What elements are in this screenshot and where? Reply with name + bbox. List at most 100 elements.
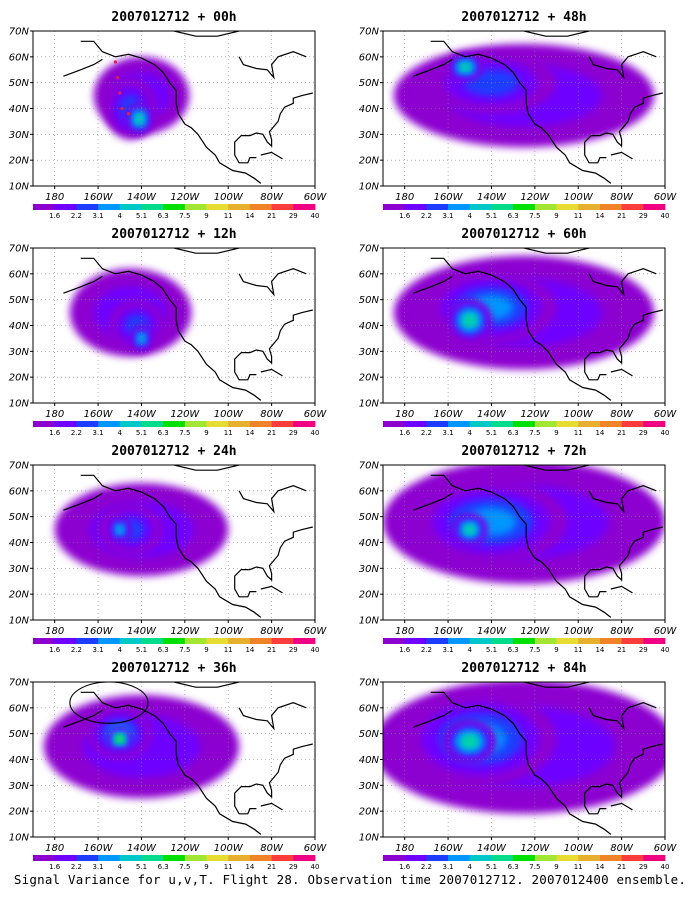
colorbar-swatch — [404, 855, 427, 861]
flight-track-point — [116, 75, 120, 80]
colorbar-swatch — [249, 421, 273, 427]
colorbar-label: 9 — [554, 646, 558, 654]
colorbar-label: 5.1 — [136, 646, 147, 654]
coastlines — [63, 248, 313, 401]
colorbar-swatch — [621, 638, 644, 644]
colorbar-swatch — [491, 421, 514, 427]
y-tick-label: 20N — [359, 590, 380, 601]
colorbar-label: 40 — [661, 863, 670, 871]
colorbar-swatch — [98, 638, 121, 644]
coastlines — [63, 465, 313, 618]
x-tick-label: 160W — [84, 843, 114, 854]
colorbar-swatch — [469, 421, 492, 427]
colorbar-label: 7.5 — [179, 429, 190, 437]
colorbar-label: 11 — [574, 429, 583, 437]
colorbar-swatch — [578, 855, 601, 861]
colorbar-label: 40 — [661, 646, 670, 654]
y-tick-label: 30N — [359, 564, 380, 575]
coastline — [523, 31, 590, 37]
colorbar-label: 1.6 — [399, 429, 411, 437]
y-tick-label: 10N — [359, 399, 380, 410]
coastlines — [63, 682, 313, 835]
colorbar-swatch — [556, 421, 579, 427]
coastline — [260, 368, 283, 377]
colorbar-label: 4 — [468, 429, 473, 437]
y-tick-label: 20N — [359, 373, 380, 384]
coastline — [588, 702, 657, 731]
x-tick-label: 140W — [127, 192, 157, 203]
panel-12h: 2007012712 + 12h 10N 20N 30N 40N 50N 60N 70N 180… — [0, 217, 345, 437]
colorbar-label: 3.1 — [443, 429, 454, 437]
y-tick-label: 70N — [359, 461, 380, 472]
colorbar-swatch — [556, 638, 579, 644]
chart-svg: 2007012712 + 12h 10N 20N 30N 40N 50N 60N 70N 180… — [9, 227, 328, 437]
coastline — [80, 474, 262, 618]
coastlines — [413, 682, 663, 835]
flight-track-point — [113, 60, 118, 64]
panel-48h: 2007012712 + 48h 10N 20N 30N 40N 50N 60N 70N 180… — [350, 0, 695, 220]
colorbar-label: 7.5 — [179, 863, 190, 871]
coastlines — [413, 248, 663, 401]
coastlines — [63, 31, 313, 184]
x-tick-label: 80W — [260, 626, 284, 637]
colorbar-swatch — [163, 204, 186, 210]
x-tick-label: 140W — [127, 626, 157, 637]
x-tick-label: 60W — [304, 843, 328, 854]
colorbar-label: 40 — [311, 212, 320, 220]
colorbar-swatch — [556, 204, 579, 210]
y-tick-label: 30N — [359, 781, 380, 792]
chart-svg: 2007012712 + 48h 10N 20N 30N 40N 50N 60N 70N 180… — [359, 10, 678, 220]
colorbar-label: 2.2 — [71, 429, 82, 437]
colorbar-label: 4 — [118, 646, 123, 654]
colorbar-label: 5.1 — [136, 863, 147, 871]
x-tick-label: 180 — [395, 626, 414, 637]
x-tick-label: 80W — [610, 843, 634, 854]
colorbar-label: 4 — [118, 212, 123, 220]
colorbar-label: 3.1 — [443, 863, 454, 871]
colorbar-label: 9 — [554, 863, 558, 871]
x-tick-label: 100W — [564, 409, 594, 420]
colorbar-swatch — [141, 421, 164, 427]
x-tick-label: 120W — [170, 843, 200, 854]
coastline — [610, 802, 633, 811]
coastlines — [413, 465, 663, 618]
colorbar-swatch — [228, 204, 251, 210]
colorbar-label: 6.3 — [158, 429, 169, 437]
colorbar-swatch — [271, 855, 294, 861]
colorbar-swatch — [206, 204, 229, 210]
colorbar-label: 3.1 — [443, 212, 454, 220]
coastline — [610, 585, 633, 594]
x-tick-label: 80W — [260, 409, 284, 420]
coastline — [80, 691, 262, 835]
colorbar-swatch — [228, 855, 251, 861]
x-tick-label: 60W — [654, 626, 678, 637]
flight-track-point — [118, 91, 122, 95]
colorbar-swatch — [578, 204, 601, 210]
x-tick-label: 120W — [170, 192, 200, 203]
chart-title: 2007012712 + 84h — [461, 661, 586, 676]
chart-title: 2007012712 + 24h — [111, 444, 236, 459]
chart-title: 2007012712 + 72h — [461, 444, 586, 459]
colorbar-label: 2.2 — [421, 646, 432, 654]
y-tick-label: 70N — [359, 678, 380, 689]
coastline — [588, 51, 657, 80]
coastline — [588, 268, 657, 297]
colorbar-label: 7.5 — [529, 863, 540, 871]
colorbar-label: 21 — [617, 646, 626, 654]
colorbar-swatch — [643, 855, 666, 861]
y-tick-label: 60N — [9, 486, 30, 497]
colorbar-swatch — [271, 421, 294, 427]
colorbar-swatch — [426, 421, 449, 427]
colorbar-swatch — [98, 421, 121, 427]
colorbar-label: 29 — [639, 429, 648, 437]
x-tick-label: 120W — [520, 626, 550, 637]
coastlines — [413, 31, 663, 184]
colorbar-label: 21 — [267, 429, 276, 437]
y-tick-label: 20N — [9, 373, 30, 384]
colorbar-label: 1.6 — [399, 646, 411, 654]
colorbar-label: 29 — [289, 429, 298, 437]
chart-title: 2007012712 + 12h — [111, 227, 236, 242]
chart-title: 2007012712 + 36h — [111, 661, 236, 676]
x-tick-label: 160W — [434, 192, 464, 203]
colorbar-label: 14 — [595, 429, 604, 437]
